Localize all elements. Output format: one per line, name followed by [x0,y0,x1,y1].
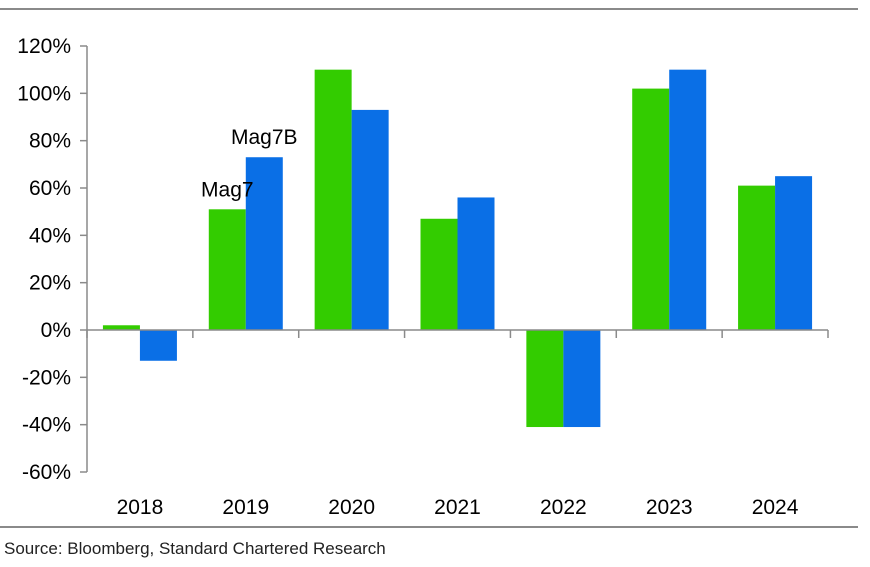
annotations: Mag7 Mag7B [201,126,298,201]
bar-mag7b-2021 [457,197,495,330]
x-tick-label: 2018 [117,496,164,519]
x-tick-label: 2023 [646,496,693,519]
y-tick-label: -60% [22,461,71,484]
y-tick-label: 0% [41,319,71,342]
bar-mag7-2019 [208,209,246,330]
bar-mag7b-2020 [351,109,389,331]
y-tick-label: 100% [17,82,71,105]
bar-mag7b-2022 [563,330,601,428]
source-note: Source: Bloomberg, Standard Chartered Re… [4,539,386,558]
bar-mag7-2023 [632,88,670,330]
x-tick-label: 2024 [752,496,799,519]
y-tick-label: 120% [17,35,71,58]
x-tick-label: 2019 [222,496,269,519]
bar-mag7b-2018 [139,330,177,361]
x-axis: 2018 2019 2020 2021 2022 2023 2024 [86,329,829,519]
y-tick-label: -40% [22,414,71,437]
x-tick-label: 2022 [540,496,587,519]
bar-mag7-2021 [420,218,458,330]
series-annotation-mag7b: Mag7B [231,126,298,149]
bar-mag7b-2019 [245,157,283,330]
x-tick-label: 2021 [434,496,481,519]
y-tick-label: -20% [22,366,71,389]
y-axis: -60% -40% -20% 0% 20% 40% 60% 80% 100% 120% [17,35,88,484]
series-annotation-mag7: Mag7 [201,178,254,201]
y-tick-label: 80% [29,130,71,153]
bar-mag7b-2023 [669,69,707,331]
bar-mag7-2022 [526,330,564,428]
y-tick-label: 20% [29,272,71,295]
x-tick-label: 2020 [328,496,375,519]
bar-mag7-2020 [314,69,352,331]
bars [102,69,813,428]
bar-mag7-2024 [738,185,776,330]
bar-mag7b-2024 [775,176,813,330]
bar-mag7-2018 [102,325,140,330]
y-tick-label: 60% [29,177,71,200]
y-tick-label: 40% [29,224,71,247]
